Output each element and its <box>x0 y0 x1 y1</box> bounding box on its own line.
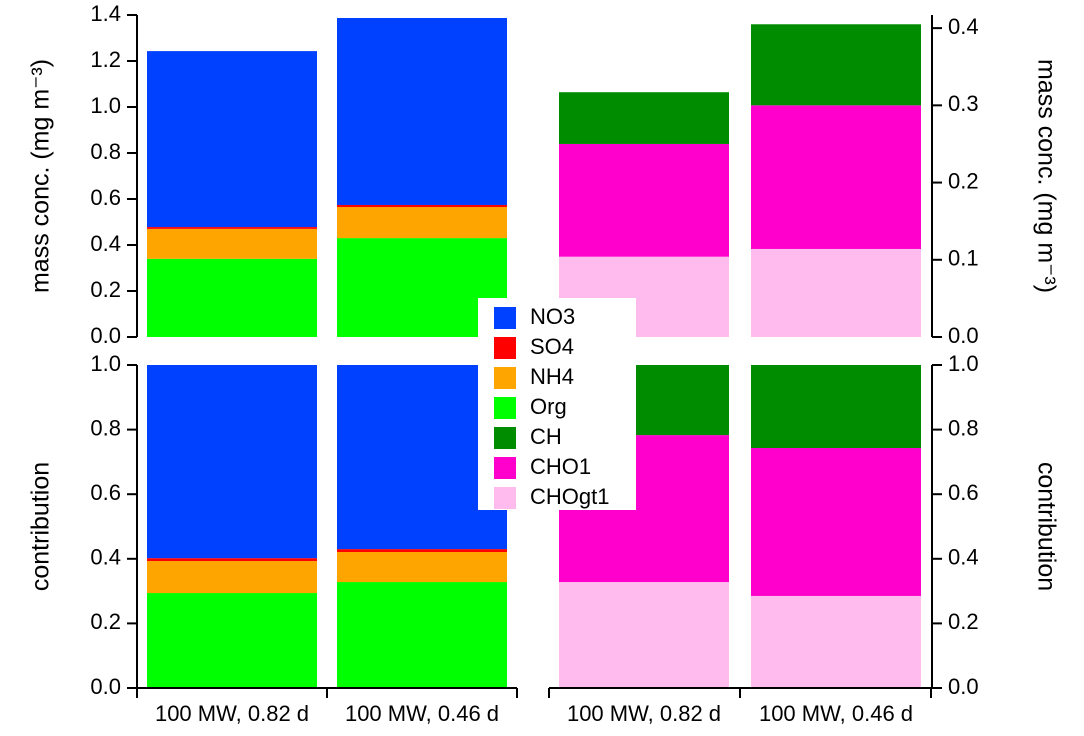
y-tick-label: 0.6 <box>90 480 121 505</box>
y-tick-label: 0.1 <box>948 246 979 271</box>
legend-swatch <box>494 457 516 479</box>
bar-segment <box>147 365 317 559</box>
bar-segment <box>337 207 507 239</box>
y-tick-label: 1.0 <box>948 351 979 376</box>
y-tick-label: 0.2 <box>948 168 979 193</box>
bar-segment <box>751 105 921 249</box>
y-tick-label: 0.2 <box>948 609 979 634</box>
y-tick-label: 1.0 <box>90 351 121 376</box>
bar-segment <box>337 582 507 688</box>
legend-swatch <box>494 307 516 329</box>
y-tick-label: 0.0 <box>948 323 979 348</box>
x-tick-label: 100 MW, 0.82 d <box>567 701 721 726</box>
legend-swatch <box>494 337 516 359</box>
y-tick-label: 0.4 <box>948 14 979 39</box>
bar-segment <box>559 92 729 144</box>
x-tick-label: 100 MW, 0.82 d <box>155 701 309 726</box>
bar-segment <box>147 228 317 259</box>
bar-segment <box>751 24 921 106</box>
y-tick-label: 0.0 <box>90 323 121 348</box>
legend-label: CHOgt1 <box>530 484 609 509</box>
legend-label: Org <box>530 394 567 419</box>
legend-label: NH4 <box>530 364 574 389</box>
y-tick-label: 0.2 <box>90 277 121 302</box>
y-tick-label: 0.3 <box>948 91 979 116</box>
y-tick-label: 0.8 <box>90 139 121 164</box>
legend-swatch <box>494 427 516 449</box>
bar-segment <box>147 258 317 337</box>
bar-segment <box>751 248 921 337</box>
legend-swatch <box>494 397 516 419</box>
y-axis-label: mass conc. (mg m⁻³) <box>27 59 55 293</box>
y-axis-label: mass conc. (mg m⁻³) <box>1032 59 1060 293</box>
y-tick-label: 0.0 <box>948 674 979 699</box>
bar-segment <box>559 143 729 257</box>
y-tick-label: 0.4 <box>948 545 979 570</box>
y-tick-label: 1.0 <box>90 93 121 118</box>
bar-segment <box>337 204 507 208</box>
y-tick-label: 0.6 <box>948 480 979 505</box>
x-tick-label: 100 MW, 0.46 d <box>759 701 913 726</box>
bar-segment <box>147 593 317 688</box>
bar-segment <box>147 561 317 594</box>
bar-segment <box>337 17 507 205</box>
bar-segment <box>147 51 317 228</box>
legend-label: SO4 <box>530 334 574 359</box>
y-tick-label: 0.4 <box>90 545 121 570</box>
legend-label: CH <box>530 424 562 449</box>
bar-segment <box>751 365 921 449</box>
y-tick-label: 0.8 <box>948 415 979 440</box>
y-axis-label: contribution <box>1032 462 1060 591</box>
y-tick-label: 1.4 <box>90 1 121 26</box>
bar-segment <box>337 552 507 583</box>
bar-segment <box>147 227 317 229</box>
legend-swatch <box>494 487 516 509</box>
legend-swatch <box>494 367 516 389</box>
legend-label: CHO1 <box>530 454 591 479</box>
y-tick-label: 0.6 <box>90 185 121 210</box>
y-tick-label: 0.2 <box>90 609 121 634</box>
legend: NO3 SO4 NH4 Org CH CHO1 CHOgt1 <box>478 298 636 510</box>
x-tick-label: 100 MW, 0.46 d <box>345 701 499 726</box>
legend-label: NO3 <box>530 304 575 329</box>
y-tick-label: 1.2 <box>90 47 121 72</box>
y-tick-label: 0.0 <box>90 674 121 699</box>
y-tick-label: 0.4 <box>90 231 121 256</box>
bar-segment <box>337 549 507 553</box>
bar-segment <box>147 558 317 562</box>
bar-segment <box>751 595 921 688</box>
bar-segment <box>751 448 921 596</box>
y-tick-label: 0.8 <box>90 415 121 440</box>
y-axis-label: contribution <box>27 462 55 591</box>
bar-segment <box>559 582 729 688</box>
